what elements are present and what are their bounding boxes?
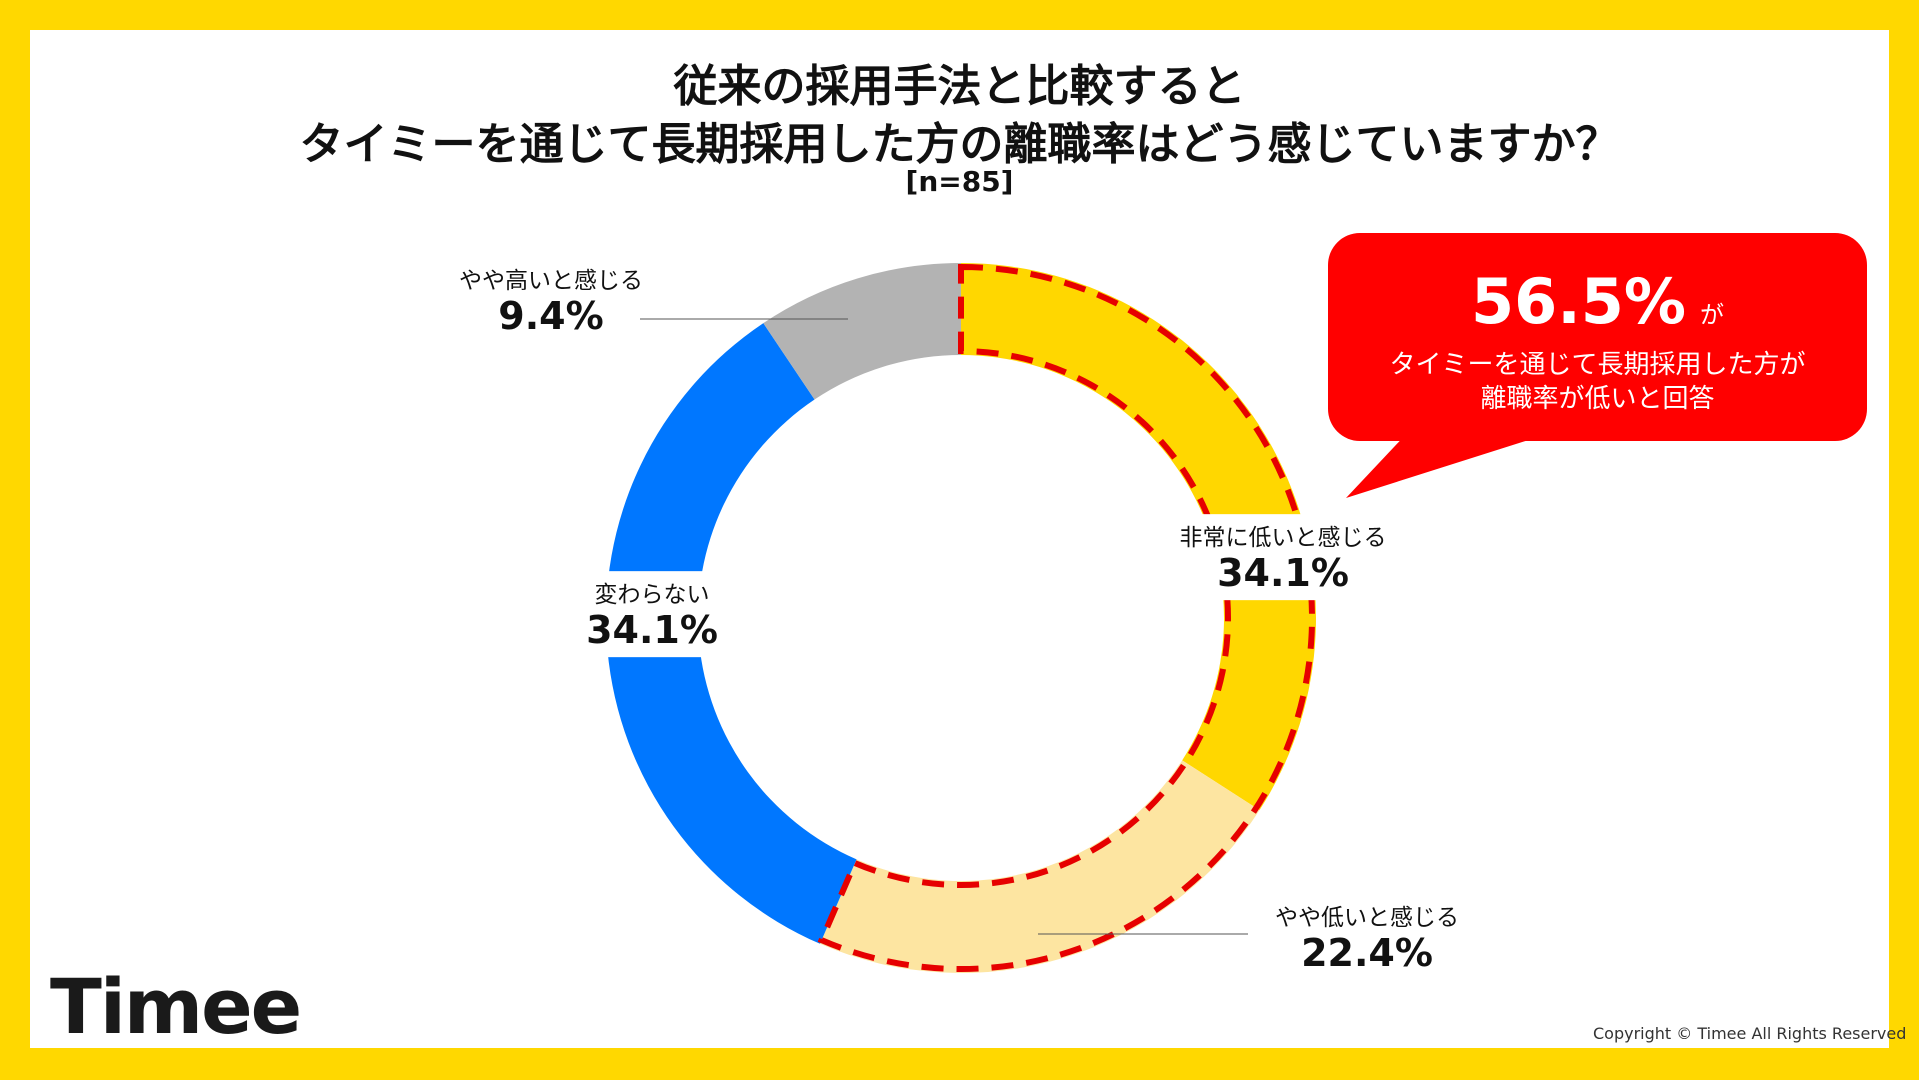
category-label: やや高いと感じる	[459, 268, 643, 295]
callout-suffix: が	[1700, 301, 1725, 329]
callout-percent: 56.5%	[1470, 265, 1687, 338]
slice-label-no-change: 変わらない 34.1%	[576, 571, 728, 657]
category-label: 変わらない	[594, 582, 710, 609]
value-label: 9.4%	[498, 294, 604, 339]
sample-size: [n=85]	[905, 165, 1014, 198]
copyright: Copyright © Timee All Rights Reserved	[1593, 1024, 1907, 1043]
slice-label-very-low: 非常に低いと感じる 34.1%	[1169, 514, 1397, 600]
timee-logo: Timee	[50, 962, 302, 1051]
value-label: 34.1%	[1217, 551, 1349, 596]
slide-background	[30, 30, 1889, 1048]
callout-value: 56.5% が	[1328, 265, 1867, 338]
value-label: 34.1%	[586, 608, 718, 653]
category-label: 非常に低いと感じる	[1179, 525, 1387, 552]
slice-no-change	[606, 323, 857, 944]
callout-text-line2: 離職率が低いと回答	[1480, 384, 1715, 414]
chart-title-line1: 従来の採用手法と比較すると	[673, 61, 1246, 112]
chart-title-line2: タイミーを通じて長期採用した方の離職率はどう感じていますか？	[299, 119, 1620, 170]
callout-bubble	[1328, 233, 1867, 441]
slice-label-slightly-high: やや高いと感じる 9.4%	[453, 261, 649, 339]
highlight-outline	[817, 263, 1315, 972]
slice-label-slightly-low: やや低いと感じる 22.4%	[1269, 898, 1465, 976]
callout-bubble-tail	[1346, 430, 1560, 498]
value-label: 22.4%	[1301, 931, 1433, 976]
callout-text-line1: タイミーを通じて長期採用した方が	[1389, 350, 1806, 380]
slice-very-low	[961, 263, 1316, 811]
slice-slightly-high	[763, 263, 961, 400]
slice-slightly-low	[820, 760, 1260, 973]
category-label: やや低いと感じる	[1275, 905, 1459, 932]
